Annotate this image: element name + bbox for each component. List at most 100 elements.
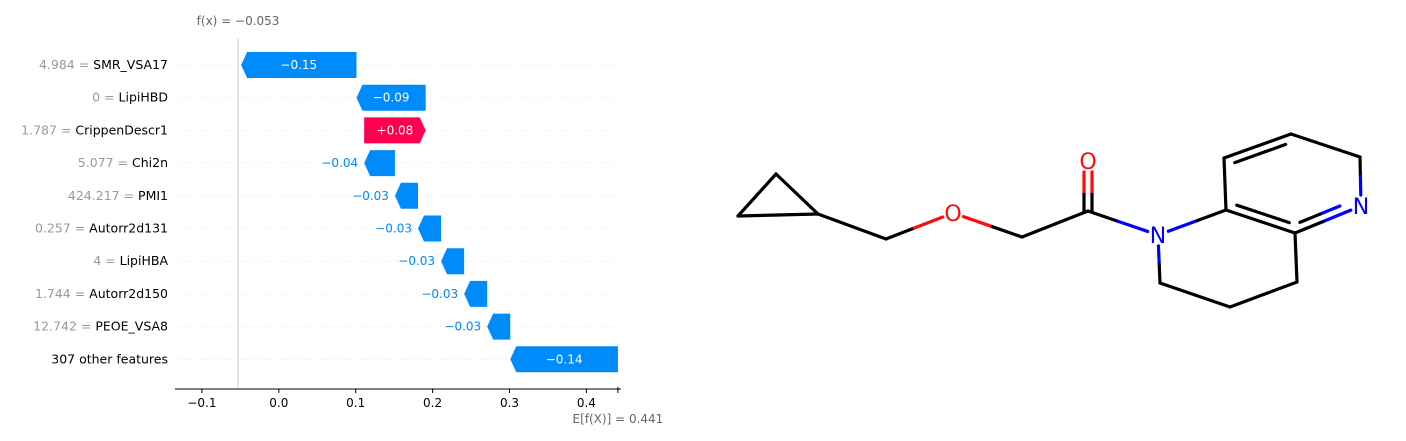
bond-segment <box>1222 144 1260 160</box>
bond-segment <box>1294 255 1299 284</box>
contribution-bar <box>510 346 618 373</box>
feature-name: SMR_VSA17 <box>93 57 168 72</box>
contribution-label: −0.03 <box>398 254 435 268</box>
bond-segment <box>850 224 888 241</box>
contribution-bar <box>417 215 442 242</box>
feature-value: 424.217 = <box>68 188 138 203</box>
output-value-label: f(x) = −0.053 <box>197 14 280 28</box>
contribution-label: −0.03 <box>421 287 458 301</box>
feature-value: 5.077 = <box>78 155 132 170</box>
feature-name: LipiHBA <box>120 253 169 268</box>
bond-segment <box>1261 212 1291 225</box>
contribution-label: −0.03 <box>352 189 389 203</box>
bond-segment <box>1158 281 1197 297</box>
contribution-label: −0.04 <box>321 156 358 170</box>
contribution-bar <box>364 150 395 177</box>
contribution-bar <box>441 248 465 275</box>
feature-value: 4.984 = <box>39 57 93 72</box>
feature-labels: 4.984 = SMR_VSA17 0 = LipiHBD 1.787 = Crip… <box>21 57 168 366</box>
contribution-bar <box>394 182 418 209</box>
bond-segment <box>1053 209 1090 226</box>
bond-segment <box>755 172 778 197</box>
bond-segment <box>1233 151 1262 165</box>
nitrogen-atom-label: N <box>1353 195 1369 220</box>
feature-value: 4 = <box>93 253 119 268</box>
bond-segment <box>1195 208 1228 223</box>
bond-segment <box>1166 219 1199 233</box>
base-value-label: E[f(X)] = 0.441 <box>573 412 664 426</box>
bond-segment <box>1157 262 1162 285</box>
bond-segment <box>795 192 820 216</box>
x-tick-label: 0.0 <box>269 396 288 410</box>
x-axis: −0.1 0.0 0.1 0.2 0.3 0.4 <box>175 387 621 410</box>
feature-label: 5.077 = Chi2n <box>78 155 168 170</box>
bond-segment <box>816 212 854 229</box>
feature-label: 4.984 = SMR_VSA17 <box>39 57 168 72</box>
feature-name: LipiHBD <box>119 90 168 105</box>
feature-name: 307 other features <box>51 351 168 366</box>
bond-segment <box>1298 212 1322 224</box>
x-tick-label: 0.1 <box>346 396 365 410</box>
bond-segment <box>1193 293 1232 309</box>
molecule-structure: O O N N <box>736 132 1369 309</box>
feature-value: 1.787 = <box>21 122 75 137</box>
contribution-bar <box>364 117 426 144</box>
bond-segment <box>736 193 759 218</box>
bond-segment <box>1261 280 1299 297</box>
feature-label: 4 = LipiHBA <box>93 253 168 268</box>
bond-segment <box>1321 208 1353 224</box>
feature-value: 0.257 = <box>35 221 89 236</box>
contribution-label: −0.15 <box>280 58 317 72</box>
bond-segment <box>1258 142 1288 156</box>
feature-name: Autorr2d150 <box>89 286 168 301</box>
feature-value: 0 = <box>92 90 118 105</box>
feature-name: PEOE_VSA8 <box>95 319 168 334</box>
bond-segment <box>1258 219 1297 235</box>
contribution-label: −0.09 <box>373 91 410 105</box>
waterfall-chart: −0.15 −0.09 +0.08 −0.04 −0.03 −0.03 −0.03 −0.03… <box>21 14 663 426</box>
feature-label: 307 other features <box>51 351 168 366</box>
feature-name: PMI1 <box>138 188 168 203</box>
contribution-bar <box>356 84 426 111</box>
bond-segment <box>1293 231 1298 260</box>
bond-segment <box>1255 132 1293 148</box>
contribution-bar <box>487 313 511 340</box>
feature-value: 1.744 = <box>35 286 89 301</box>
bond-segment <box>1293 219 1325 235</box>
feature-value: 12.742 = <box>33 319 95 334</box>
contribution-bar <box>241 52 357 78</box>
bond-segment <box>1323 143 1362 159</box>
feature-label: 1.744 = Autorr2d150 <box>35 286 168 301</box>
nitrogen-atom-label: N <box>1150 224 1166 249</box>
feature-label: 0 = LipiHBD <box>92 90 168 105</box>
oxygen-atom-label: O <box>1079 150 1096 175</box>
feature-name: CrippenDescr1 <box>75 122 168 137</box>
feature-label: 0.257 = Autorr2d131 <box>35 221 168 236</box>
bond-segment <box>991 225 1024 239</box>
bond-segment <box>1223 182 1228 212</box>
contribution-bars: −0.15 −0.09 +0.08 −0.04 −0.03 −0.03 −0.03 −0.03… <box>241 52 618 373</box>
feature-label: 1.787 = CrippenDescr1 <box>21 122 168 137</box>
x-tick-label: 0.2 <box>423 396 442 410</box>
feature-label: 12.742 = PEOE_VSA8 <box>33 319 168 334</box>
bond-segment <box>961 215 995 229</box>
bond-segment <box>776 212 820 217</box>
bond-segment <box>1289 132 1328 148</box>
feature-label: 424.217 = PMI1 <box>68 188 168 203</box>
bond-segment <box>1228 292 1266 309</box>
contribution-label: −0.03 <box>444 320 481 334</box>
x-tick-label: 0.3 <box>500 396 519 410</box>
bond-segment <box>1156 244 1161 267</box>
contribution-label: −0.03 <box>375 222 412 236</box>
bond-segment <box>1224 208 1263 224</box>
bond-segment <box>1222 156 1227 186</box>
x-tick-label: 0.4 <box>577 396 596 410</box>
bond-segment <box>1086 209 1120 223</box>
bond-segment <box>1235 203 1265 216</box>
bond-segment <box>912 215 945 230</box>
contribution-bar <box>464 280 488 307</box>
feature-name: Chi2n <box>132 155 168 170</box>
bond-segment <box>884 226 916 241</box>
bond-segment <box>1116 219 1150 234</box>
